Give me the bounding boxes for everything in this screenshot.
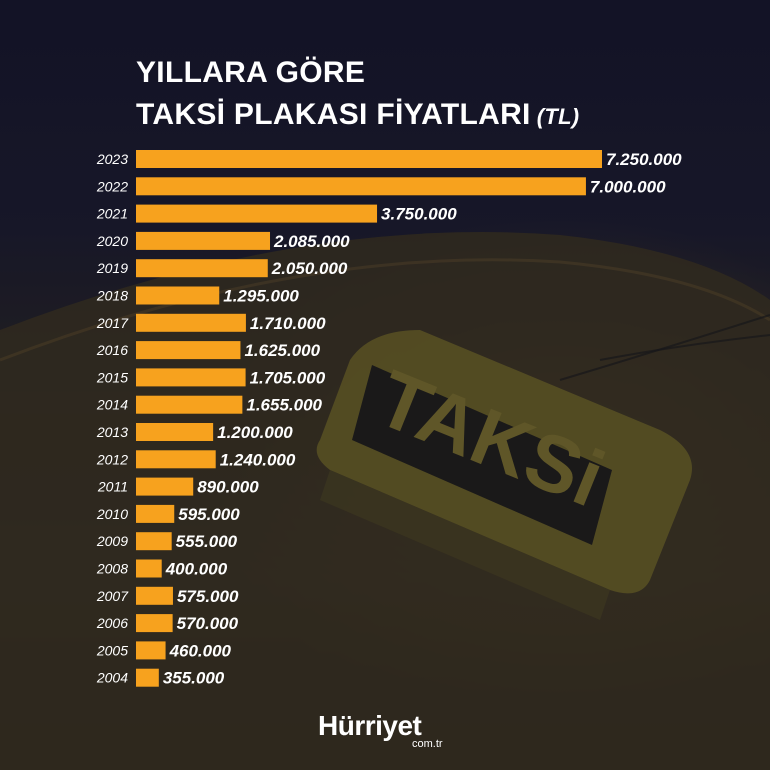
value-label: 1.710.000 (250, 314, 326, 333)
value-label: 400.000 (165, 560, 228, 579)
bar (136, 395, 243, 414)
value-label: 1.200.000 (217, 423, 293, 442)
bar (136, 559, 162, 578)
value-label: 1.625.000 (244, 341, 320, 360)
year-label: 2005 (96, 642, 128, 658)
bar (136, 586, 173, 605)
taxi-roof-sign: TAKSi (316, 330, 692, 620)
chart-title-unit: (TL) (536, 104, 580, 129)
year-label: 2020 (96, 233, 128, 249)
bar (136, 614, 173, 633)
year-label: 2013 (96, 424, 128, 440)
value-label: 575.000 (177, 587, 239, 606)
car-roof-highlight (0, 258, 770, 362)
bar (136, 504, 175, 523)
bar (136, 204, 378, 223)
value-label: 2.050.000 (271, 259, 348, 278)
bar (136, 231, 271, 250)
year-label: 2009 (96, 533, 128, 549)
value-label: 460.000 (169, 641, 232, 660)
value-label: 7.000.000 (590, 177, 666, 196)
year-label: 2014 (96, 397, 128, 413)
value-label: 2.085.000 (273, 232, 350, 251)
bar (136, 341, 241, 360)
year-label: 2016 (96, 342, 128, 358)
year-label: 2006 (96, 615, 128, 631)
bar (136, 477, 194, 496)
value-label: 1.240.000 (220, 450, 296, 469)
value-label: 355.000 (163, 669, 225, 688)
hurriyet-logo: Hürriyet (318, 710, 422, 741)
chart-title-line2: TAKSİ PLAKASI FİYATLARI (TL) (136, 98, 579, 132)
bar (136, 150, 602, 168)
chart-title-line1: YILLARA GÖRE (136, 56, 366, 89)
value-label: 7.250.000 (606, 150, 682, 169)
value-label: 570.000 (177, 614, 239, 633)
bar (136, 450, 216, 469)
bar (136, 423, 214, 441)
bar (136, 313, 246, 332)
year-label: 2021 (96, 206, 128, 222)
year-label: 2023 (96, 151, 128, 167)
year-label: 2012 (96, 451, 128, 467)
bar (136, 668, 159, 687)
year-label: 2004 (96, 670, 128, 686)
value-label: 555.000 (176, 532, 238, 551)
year-label: 2008 (96, 561, 128, 577)
year-label: 2018 (96, 288, 128, 304)
value-label: 890.000 (197, 478, 259, 497)
year-label: 2015 (96, 369, 128, 385)
antenna-line (599, 334, 770, 361)
year-label: 2019 (96, 260, 128, 276)
value-label: 1.705.000 (250, 368, 326, 387)
bar (136, 641, 166, 660)
value-label: 1.295.000 (223, 287, 299, 306)
year-label: 2022 (96, 178, 128, 194)
value-label: 1.655.000 (246, 396, 322, 415)
year-label: 2011 (97, 479, 128, 495)
year-label: 2017 (96, 315, 129, 331)
value-label: 3.750.000 (381, 205, 457, 224)
value-label: 595.000 (178, 505, 240, 524)
bar (136, 259, 268, 278)
year-label: 2010 (96, 506, 128, 522)
bar (136, 177, 586, 196)
year-label: 2007 (96, 588, 129, 604)
bar (136, 286, 220, 305)
bar (136, 368, 246, 387)
chart-title-text: TAKSİ PLAKASI FİYATLARI (136, 98, 531, 131)
hurriyet-logo-domain: com.tr (412, 738, 443, 750)
bar (136, 532, 172, 551)
